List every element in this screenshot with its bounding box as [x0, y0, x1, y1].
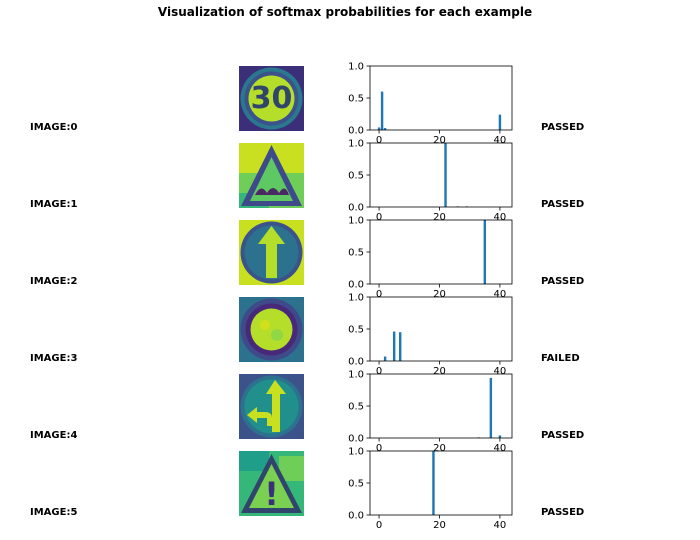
- svg-text:30: 30: [251, 81, 293, 116]
- bar-4-1: [489, 377, 493, 438]
- y-tick-label-4-1: 0.5: [348, 402, 364, 413]
- bar-0-2: [383, 128, 387, 130]
- y-tick-label-5-1: 0.5: [348, 479, 364, 490]
- x-tick-label-2-0: 0: [376, 289, 382, 300]
- x-tick-label-1-2: 40: [494, 212, 507, 223]
- row-status-2: PASSED: [541, 276, 585, 287]
- sign-thumbnail-general-caution: !: [239, 451, 304, 516]
- row-label-4: IMAGE:4: [30, 430, 78, 441]
- bar-5-0: [432, 451, 435, 515]
- axes-frame-1: [369, 142, 513, 208]
- x-tick-label-1-0: 0: [376, 212, 382, 223]
- row-status-0: PASSED: [541, 122, 585, 133]
- x-tick-label-5-2: 40: [494, 520, 507, 531]
- row-label-1: IMAGE:1: [30, 199, 78, 210]
- y-tick-label-1-1: 0.5: [348, 171, 364, 182]
- row-status-5: PASSED: [541, 507, 585, 518]
- x-tick-label-5-0: 0: [376, 520, 382, 531]
- sign-thumbnail-bumpy-road: [239, 143, 304, 208]
- x-tick-label-1-1: 20: [433, 212, 446, 223]
- figure-title: Visualization of softmax probabilities f…: [157, 5, 533, 19]
- bar-0-0: [377, 127, 381, 130]
- y-tick-label-2-0: 0.0: [348, 280, 364, 291]
- y-tick-label-5-2: 1.0: [348, 447, 364, 458]
- row-label-5: IMAGE:5: [30, 507, 78, 518]
- bar-3-2: [399, 332, 402, 361]
- row-status-4: PASSED: [541, 430, 585, 441]
- y-tick-label-2-2: 1.0: [348, 216, 364, 227]
- x-tick-label-0-0: 0: [376, 135, 382, 146]
- axes-frame-5: [369, 450, 513, 516]
- y-tick-label-5-0: 0.0: [348, 511, 364, 522]
- row-label-3: IMAGE:3: [30, 353, 78, 364]
- x-tick-label-3-1: 20: [433, 366, 446, 377]
- bar-4-2: [498, 435, 502, 438]
- axes-frame-3: [369, 296, 513, 362]
- row-label-0: IMAGE:0: [30, 122, 78, 133]
- sign-thumbnail-go-straight-or-left: [239, 374, 304, 439]
- row-label-2: IMAGE:2: [30, 276, 78, 287]
- bar-0-3: [498, 114, 502, 130]
- y-tick-label-0-0: 0.0: [348, 126, 364, 137]
- bar-3-1: [392, 331, 396, 361]
- y-tick-label-1-2: 1.0: [348, 139, 364, 150]
- bar-0-1: [380, 91, 384, 130]
- y-tick-label-3-2: 1.0: [348, 293, 364, 304]
- svg-text:!: !: [264, 475, 279, 513]
- x-tick-label-3-2: 40: [494, 366, 507, 377]
- y-tick-label-1-0: 0.0: [348, 203, 364, 214]
- y-tick-label-0-2: 1.0: [348, 62, 364, 73]
- sign-thumbnail-no-vehicles: [239, 297, 304, 362]
- x-tick-label-4-0: 0: [376, 443, 382, 454]
- x-tick-label-5-1: 20: [433, 520, 446, 531]
- sign-thumbnail-ahead-only: [239, 220, 304, 285]
- x-tick-label-0-1: 20: [433, 135, 446, 146]
- row-status-1: PASSED: [541, 199, 585, 210]
- y-tick-label-3-1: 0.5: [348, 325, 364, 336]
- y-tick-label-0-1: 0.5: [348, 94, 364, 105]
- axes-frame-0: [369, 65, 513, 131]
- row-status-3: FAILED: [541, 353, 580, 364]
- x-tick-label-4-1: 20: [433, 443, 446, 454]
- x-tick-label-2-2: 40: [494, 289, 507, 300]
- y-tick-label-2-1: 0.5: [348, 248, 364, 259]
- axes-frame-2: [369, 219, 513, 285]
- y-tick-label-4-0: 0.0: [348, 434, 364, 445]
- x-tick-label-0-2: 40: [494, 135, 507, 146]
- x-tick-label-2-1: 20: [433, 289, 446, 300]
- x-tick-label-4-2: 40: [494, 443, 507, 454]
- y-tick-label-4-2: 1.0: [348, 370, 364, 381]
- bar-3-0: [383, 356, 387, 361]
- x-tick-label-3-0: 0: [376, 366, 382, 377]
- bar-1-0: [444, 143, 447, 207]
- bar-2-0: [483, 220, 487, 284]
- sign-thumbnail-speed-limit-30: 30: [239, 66, 304, 131]
- y-tick-label-3-0: 0.0: [348, 357, 364, 368]
